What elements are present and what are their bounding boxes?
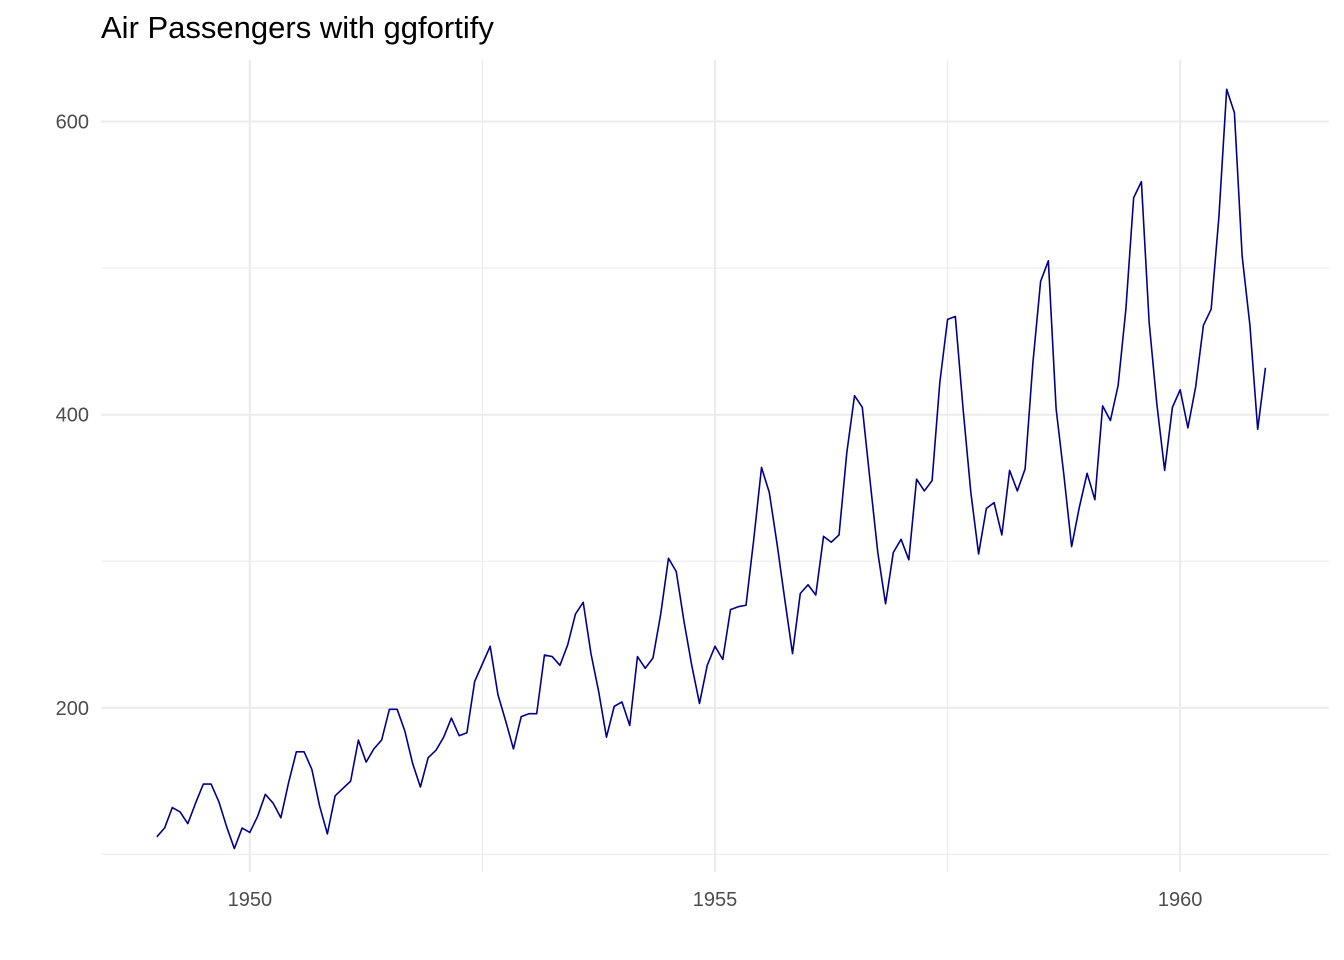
y-axis-tick-labels: 200 400 600: [56, 112, 89, 720]
x-axis-tick-labels: 1950 1955 1960: [228, 889, 1203, 911]
series-layer: [156, 88, 1267, 850]
y-tick-label: 600: [56, 112, 89, 134]
x-tick-label: 1955: [693, 889, 738, 911]
series-line-1: [156, 88, 1267, 850]
y-tick-label: 200: [56, 698, 89, 720]
x-tick-label: 1950: [228, 889, 273, 911]
major-gridlines: [101, 60, 1329, 872]
chart-title: Air Passengers with ggfortify: [101, 10, 494, 45]
x-tick-label: 1960: [1158, 889, 1203, 911]
y-tick-label: 400: [56, 405, 89, 427]
